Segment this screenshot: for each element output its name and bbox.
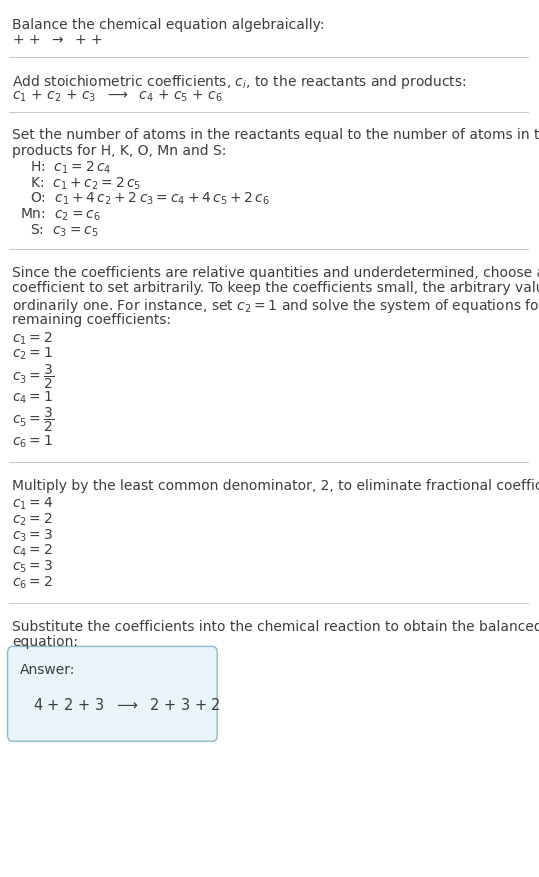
Text: + +  $\rightarrow$  + +: + + $\rightarrow$ + + xyxy=(12,33,102,47)
Text: $c_2 = 2$: $c_2 = 2$ xyxy=(12,511,52,527)
Text: Multiply by the least common denominator, 2, to eliminate fractional coefficient: Multiply by the least common denominator… xyxy=(12,478,539,492)
Text: K:  $c_1 + c_2 = 2\,c_5$: K: $c_1 + c_2 = 2\,c_5$ xyxy=(30,175,141,191)
Text: Add stoichiometric coefficients, $c_i$, to the reactants and products:: Add stoichiometric coefficients, $c_i$, … xyxy=(12,74,466,91)
Text: $c_4 = 1$: $c_4 = 1$ xyxy=(12,389,53,405)
Text: 4 + 2 + 3  $\longrightarrow$  2 + 3 + 2: 4 + 2 + 3 $\longrightarrow$ 2 + 3 + 2 xyxy=(33,695,222,712)
Text: remaining coefficients:: remaining coefficients: xyxy=(12,312,171,326)
Text: $c_3 = \dfrac{3}{2}$: $c_3 = \dfrac{3}{2}$ xyxy=(12,362,54,390)
Text: $c_3 = 3$: $c_3 = 3$ xyxy=(12,527,53,543)
Text: $c_1$ + $c_2$ + $c_3$  $\longrightarrow$  $c_4$ + $c_5$ + $c_6$: $c_1$ + $c_2$ + $c_3$ $\longrightarrow$ … xyxy=(12,89,223,104)
Text: $c_4 = 2$: $c_4 = 2$ xyxy=(12,542,52,559)
Text: products for H, K, O, Mn and S:: products for H, K, O, Mn and S: xyxy=(12,144,226,158)
Text: equation:: equation: xyxy=(12,635,78,649)
Text: $c_6 = 1$: $c_6 = 1$ xyxy=(12,432,53,449)
Text: Answer:: Answer: xyxy=(20,662,75,676)
Text: Mn:  $c_2 = c_6$: Mn: $c_2 = c_6$ xyxy=(20,206,101,223)
Text: Substitute the coefficients into the chemical reaction to obtain the balanced: Substitute the coefficients into the che… xyxy=(12,619,539,633)
Text: Set the number of atoms in the reactants equal to the number of atoms in the: Set the number of atoms in the reactants… xyxy=(12,128,539,142)
Text: O:  $c_1 + 4\,c_2 + 2\,c_3 = c_4 + 4\,c_5 + 2\,c_6$: O: $c_1 + 4\,c_2 + 2\,c_3 = c_4 + 4\,c_5… xyxy=(30,190,270,207)
Text: ordinarily one. For instance, set $c_2 = 1$ and solve the system of equations fo: ordinarily one. For instance, set $c_2 =… xyxy=(12,296,539,315)
Text: S:  $c_3 = c_5$: S: $c_3 = c_5$ xyxy=(30,222,98,239)
Text: $c_1 = 2$: $c_1 = 2$ xyxy=(12,330,52,346)
FancyBboxPatch shape xyxy=(8,646,217,741)
Text: Since the coefficients are relative quantities and underdetermined, choose a: Since the coefficients are relative quan… xyxy=(12,266,539,280)
Text: Balance the chemical equation algebraically:: Balance the chemical equation algebraica… xyxy=(12,18,324,32)
Text: $c_5 = 3$: $c_5 = 3$ xyxy=(12,558,53,574)
Text: $c_5 = \dfrac{3}{2}$: $c_5 = \dfrac{3}{2}$ xyxy=(12,405,54,434)
Text: $c_2 = 1$: $c_2 = 1$ xyxy=(12,346,53,361)
Text: $c_1 = 4$: $c_1 = 4$ xyxy=(12,496,53,512)
Text: H:  $c_1 = 2\,c_4$: H: $c_1 = 2\,c_4$ xyxy=(30,160,111,175)
Text: coefficient to set arbitrarily. To keep the coefficients small, the arbitrary va: coefficient to set arbitrarily. To keep … xyxy=(12,282,539,296)
Text: $c_6 = 2$: $c_6 = 2$ xyxy=(12,574,52,590)
